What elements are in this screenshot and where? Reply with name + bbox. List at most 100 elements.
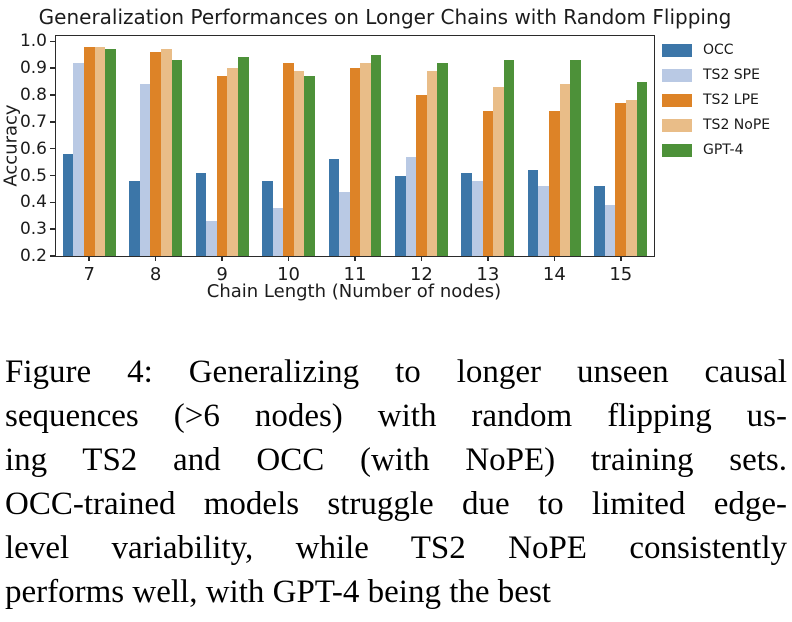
chart-legend: OCC TS2 SPE TS2 LPE TS2 NoPE GPT-4 xyxy=(662,42,770,167)
x-tick-mark xyxy=(154,256,157,261)
bar-occ xyxy=(461,172,472,256)
y-axis-label: Accuracy xyxy=(0,103,22,187)
bar-group xyxy=(388,36,454,256)
bar-ts2-lpe xyxy=(615,103,627,256)
bar-ts2-lpe xyxy=(83,46,95,256)
caption-line: level variability, while TS2 NoPE consis… xyxy=(5,530,787,566)
legend-label: OCC xyxy=(703,42,734,58)
bar-gpt-4 xyxy=(636,81,648,256)
y-tick-label: 0.7 xyxy=(19,111,47,132)
y-tick-mark xyxy=(50,67,56,69)
y-tick-mark xyxy=(50,255,56,257)
x-tick-label: 13 xyxy=(476,264,500,285)
y-tick-mark xyxy=(50,40,56,43)
bar-group xyxy=(255,36,321,256)
bar-ts2-spe xyxy=(339,191,350,256)
bar-ts2-lpe xyxy=(283,62,294,256)
y-tick-mark xyxy=(50,201,56,204)
figure-caption: Figure 4: Generalizing to longer unseen … xyxy=(5,350,787,614)
x-tick-label: 9 xyxy=(216,264,228,285)
x-tick-label: 14 xyxy=(542,264,566,285)
bar-ts2-spe xyxy=(604,205,616,256)
bar-ts2-nope xyxy=(426,70,438,256)
bar-group xyxy=(322,36,388,256)
x-tick-mark xyxy=(619,256,622,261)
y-tick-label: 1.0 xyxy=(19,31,47,52)
bar-ts2-nope xyxy=(293,70,305,256)
caption-line: Figure 4: Generalizing to longer unseen … xyxy=(5,354,787,390)
bar-ts2-lpe xyxy=(349,68,361,256)
bar-ts2-spe xyxy=(272,207,284,256)
plot-area: 0.2 0.3 0.4 0.5 0.6 0.7 0.8 0.9 1.0 7 8 9 10 11 12 13 14… xyxy=(20,31,655,285)
bar-gpt-4 xyxy=(437,62,448,256)
caption-line: sequences (>6 nodes) with random flippin… xyxy=(5,398,787,434)
x-axis-label: Chain Length (Number of nodes) xyxy=(206,281,502,302)
legend-item: TS2 NoPE xyxy=(662,117,770,133)
x-tick-mark xyxy=(354,256,356,261)
y-tick-label: 0.8 xyxy=(19,85,47,106)
legend-item: GPT-4 xyxy=(662,142,770,158)
bar-occ xyxy=(129,180,140,256)
y-tick-label: 0.5 xyxy=(19,165,47,186)
bar-ts2-nope xyxy=(493,86,504,256)
legend-swatch xyxy=(662,43,692,57)
bar-gpt-4 xyxy=(105,49,116,256)
y-axis-label-wrap: Accuracy xyxy=(0,35,22,255)
legend-label: TS2 SPE xyxy=(703,67,760,83)
bar-chart: Generalization Performances on Longer Ch… xyxy=(0,0,792,310)
x-tick-mark xyxy=(420,256,423,261)
bar-ts2-spe xyxy=(139,84,151,256)
y-tick-label: 0.9 xyxy=(19,58,47,79)
legend-swatch xyxy=(662,118,692,132)
bar-group xyxy=(455,36,521,256)
bar-ts2-spe xyxy=(73,62,84,256)
bar-gpt-4 xyxy=(570,60,581,256)
x-tick-label: 10 xyxy=(277,264,300,285)
chart-title: Generalization Performances on Longer Ch… xyxy=(38,5,732,29)
bar-ts2-spe xyxy=(206,221,217,256)
x-tick-label: 11 xyxy=(343,264,367,285)
bar-ts2-nope xyxy=(160,49,172,256)
x-tick-label: 7 xyxy=(83,264,95,285)
bar-ts2-spe xyxy=(471,180,483,256)
bar-ts2-lpe xyxy=(216,76,228,256)
bar-ts2-spe xyxy=(405,156,417,256)
bar-ts2-spe xyxy=(538,186,550,256)
y-tick-mark xyxy=(50,121,56,123)
bar-occ xyxy=(594,186,605,256)
bar-group xyxy=(189,36,255,256)
bar-ts2-nope xyxy=(227,68,238,256)
y-tick-mark xyxy=(50,94,56,96)
legend-swatch xyxy=(662,143,692,157)
legend-swatch xyxy=(662,93,692,107)
bar-group xyxy=(588,36,654,256)
bar-ts2-nope xyxy=(94,46,106,256)
legend-label: GPT-4 xyxy=(703,142,744,158)
x-tick-mark xyxy=(88,256,91,261)
y-tick-mark xyxy=(50,228,56,230)
y-tick-mark xyxy=(50,147,56,150)
x-tick-mark xyxy=(221,256,223,261)
bar-ts2-nope xyxy=(360,62,371,256)
legend-label: TS2 NoPE xyxy=(703,117,771,133)
caption-line: OCC-trained models struggle due to limit… xyxy=(5,486,787,522)
y-tick-label: 0.3 xyxy=(19,219,47,240)
bar-occ xyxy=(328,159,340,256)
caption-line: performs well, with GPT-4 being the best xyxy=(5,574,551,610)
legend-label: TS2 LPE xyxy=(703,92,759,108)
bar-occ xyxy=(195,172,207,256)
bar-group xyxy=(56,36,122,256)
legend-item: OCC xyxy=(662,42,770,58)
x-tick-mark xyxy=(553,256,556,261)
y-tick-label: 0.6 xyxy=(19,138,47,159)
bar-ts2-lpe xyxy=(150,52,161,256)
legend-swatch xyxy=(662,68,692,82)
bar-ts2-nope xyxy=(559,84,571,256)
x-tick-label: 12 xyxy=(409,264,433,285)
bar-occ xyxy=(62,154,74,256)
x-tick-label: 15 xyxy=(609,264,633,285)
x-tick-mark xyxy=(487,256,489,261)
y-tick-mark xyxy=(50,174,56,177)
y-tick-label: 0.2 xyxy=(19,246,47,266)
